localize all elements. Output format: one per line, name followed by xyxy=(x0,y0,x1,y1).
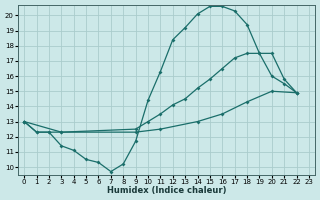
X-axis label: Humidex (Indice chaleur): Humidex (Indice chaleur) xyxy=(107,186,226,195)
